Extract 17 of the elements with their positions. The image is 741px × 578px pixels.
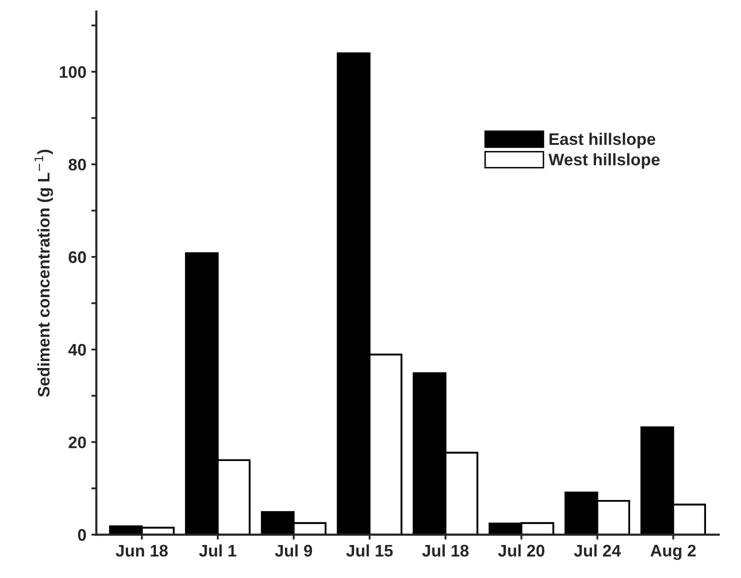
x-tick-label: Jul 24 (574, 544, 621, 557)
legend-label: East hillslope (550, 132, 656, 148)
x-tick-label: Jun 18 (116, 544, 168, 557)
legend-label: West hillslope (548, 153, 660, 169)
x-tick-label: Jul 9 (274, 544, 312, 557)
x-tick-label: Jul 1 (199, 544, 236, 557)
x-tick-label: Aug 2 (650, 544, 696, 560)
x-tick-label: Jul 20 (498, 544, 544, 557)
y-tick-label: 0 (78, 529, 86, 541)
x-tick-label: Jul 18 (422, 544, 469, 557)
y-tick-label: 20 (68, 436, 86, 448)
y-tick-label: 100 (60, 66, 86, 78)
y-tick-label: 40 (68, 344, 86, 356)
y-axis-title: Sediment concentration (g L$^{−1}$) (34, 150, 53, 397)
x-tick-label: Jul 15 (346, 544, 393, 557)
y-tick-label: 60 (68, 251, 86, 264)
y-tick-label: 80 (68, 158, 86, 171)
